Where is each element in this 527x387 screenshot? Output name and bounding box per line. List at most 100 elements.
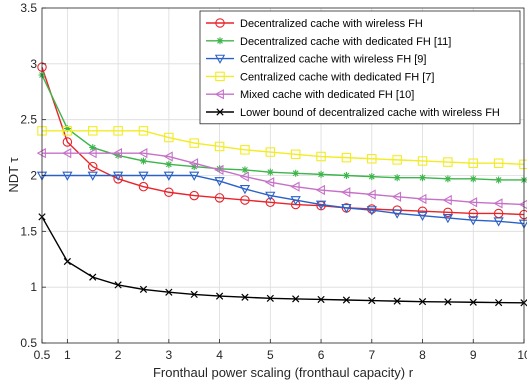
series-4-point: [36, 148, 46, 159]
series-5-point: [342, 296, 351, 304]
series-4-point: [290, 181, 300, 192]
series-4-point: [264, 177, 275, 188]
series-5-point: [241, 293, 249, 301]
series-2-point-shape: [138, 171, 149, 181]
series-4-point: [341, 187, 351, 198]
series-0-point: [87, 161, 98, 172]
series-1-point: [342, 172, 350, 179]
legend-marker-shape: [215, 18, 225, 28]
series-3-point: [316, 151, 326, 162]
x-tick-label: 5: [267, 348, 274, 362]
series-1-point: [317, 170, 325, 178]
series-4-point: [391, 191, 402, 202]
series-3-point: [164, 132, 174, 143]
series-4-point-shape: [442, 194, 452, 206]
series-3-point: [87, 126, 98, 136]
series-5-point: [190, 290, 198, 299]
series-5-point-shape: [139, 285, 148, 294]
legend-label: Decentralized cache with wireless FH: [240, 18, 423, 30]
series-1-point: [292, 169, 300, 177]
series-4-point-shape: [315, 184, 325, 196]
series-5-point: [63, 257, 71, 266]
series-2-point-shape: [112, 171, 124, 181]
series-3-point: [493, 158, 504, 168]
series-0-point: [138, 181, 149, 192]
series-1-point: [393, 174, 401, 182]
series-3-point-shape: [138, 126, 149, 136]
series-4-point: [493, 198, 503, 209]
series-1-point-shape: [216, 165, 224, 173]
series-5-point: [89, 273, 97, 281]
series-4-point: [214, 164, 224, 176]
series-3-point-shape: [189, 138, 199, 148]
legend-marker: [215, 18, 225, 28]
series-5-point-shape: [444, 298, 452, 306]
series-3: [37, 126, 527, 170]
series-5-point-shape: [469, 298, 477, 306]
series-0-point-shape: [138, 181, 149, 192]
series-1-point-shape: [241, 166, 249, 174]
y-tick-label: 1.5: [20, 224, 37, 238]
y-tick-label: 1: [30, 280, 37, 294]
series-5-point: [393, 297, 401, 305]
legend-label: Centralized cache with wireless FH [9]: [240, 54, 426, 66]
series-0-point: [240, 195, 250, 205]
series-3-point-shape: [87, 126, 98, 136]
series-4-point: [138, 148, 148, 159]
series-5-point-shape: [114, 281, 122, 289]
series-3-point-shape: [367, 154, 377, 164]
series-2-point-shape: [290, 196, 301, 206]
series-1-point: [495, 176, 503, 184]
y-tick-label: 3.5: [20, 1, 37, 15]
series-0-point: [62, 137, 73, 147]
series-5-point-shape: [418, 298, 427, 306]
series-3-point: [367, 154, 377, 164]
series-5-point: [165, 288, 173, 296]
series-5-point: [266, 294, 274, 302]
legend-marker-shape: [214, 54, 226, 64]
x-tick-label: 4: [216, 348, 223, 362]
series-1-point-shape: [368, 173, 376, 181]
series-line-2: [42, 174, 525, 225]
legend-marker: [214, 89, 224, 100]
series-3-point: [290, 149, 301, 160]
legend-marker: [215, 71, 225, 82]
series-4-point-shape: [138, 148, 148, 159]
series-0-point-shape: [240, 195, 250, 205]
series-3-point-shape: [214, 141, 225, 152]
series-5-point-shape: [495, 298, 503, 307]
series-4-point-shape: [493, 198, 503, 209]
series-3-point: [189, 138, 199, 148]
series-4-point-shape: [36, 148, 46, 159]
series-5-point: [444, 298, 452, 306]
series-2: [36, 171, 527, 229]
series-2-point: [392, 209, 403, 219]
series-5-point-shape: [63, 257, 71, 266]
series-3-point: [113, 126, 123, 136]
series-5-point: [317, 295, 325, 304]
series-3-point-shape: [240, 145, 250, 155]
series-4-point-shape: [518, 199, 527, 210]
legend-marker-shape: [215, 71, 225, 82]
y-tick-label: 0.5: [20, 336, 37, 350]
series-1-point-shape: [495, 176, 503, 184]
series-3-point-shape: [316, 151, 326, 162]
series-3-point-shape: [62, 126, 73, 136]
series-3-point-shape: [417, 156, 428, 166]
series-4-point: [366, 189, 376, 200]
series-0-point-shape: [214, 193, 225, 203]
series-1-point-shape: [139, 157, 147, 165]
series-1-point: [63, 125, 71, 133]
series-4-point: [239, 171, 249, 182]
legend-label: Lower bound of decentralized cache with …: [240, 107, 500, 119]
x-tick-label: 3: [165, 348, 172, 362]
y-axis-label: NDT τ: [6, 157, 21, 193]
series-1-point: [469, 175, 477, 183]
series-2-point-shape: [366, 206, 377, 216]
series-0-point-shape: [189, 190, 199, 201]
series-2-point: [341, 203, 352, 214]
series-4-point-shape: [87, 148, 97, 159]
series-2-point-shape: [442, 214, 454, 224]
x-tick-label: 7: [368, 348, 375, 362]
